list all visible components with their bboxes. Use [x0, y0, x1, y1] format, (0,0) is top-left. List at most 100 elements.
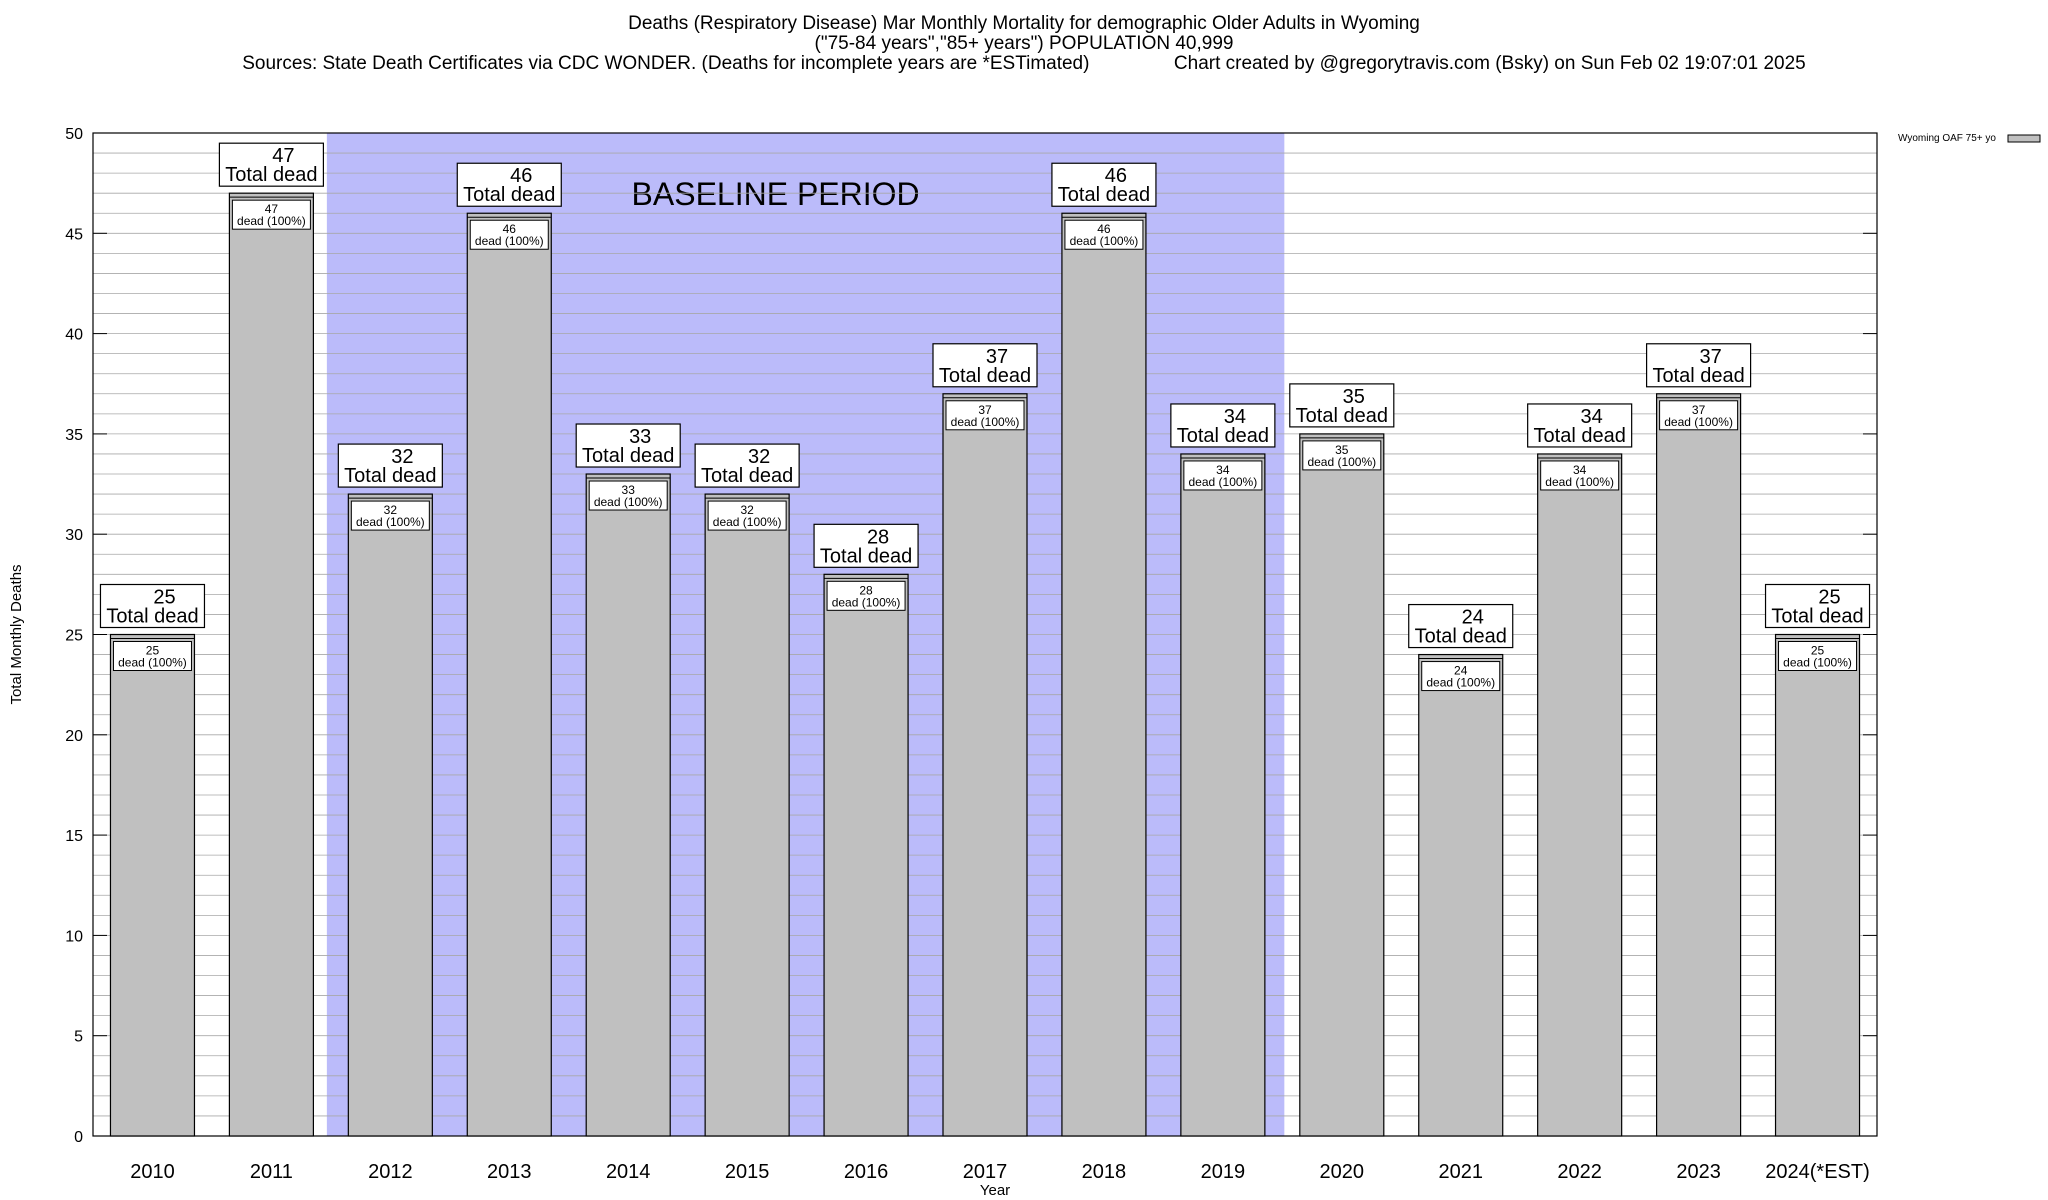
legend-swatch [2007, 134, 2041, 143]
total-dead-label: Total dead [1296, 405, 1388, 427]
inner-value-label: 47 [265, 202, 279, 216]
inner-value-label: 37 [978, 403, 992, 417]
bar [1180, 453, 1266, 1137]
inner-percent-label: dead (100%) [1307, 455, 1376, 469]
bar [704, 493, 790, 1137]
inner-percent-label: dead (100%) [118, 656, 187, 670]
inner-label-box [588, 480, 668, 511]
chart-subtitle: ("75-84 years","85+ years") POPULATION 4… [814, 33, 1234, 54]
bar [823, 573, 909, 1137]
bar [1418, 653, 1504, 1137]
inner-label-box [1659, 400, 1739, 431]
inner-label-box [707, 500, 787, 531]
inner-percent-label: dead (100%) [1189, 475, 1258, 489]
total-value-label: 25 [1818, 587, 1840, 609]
bar [1299, 433, 1385, 1137]
total-dead-label: Total dead [939, 365, 1031, 387]
inner-value-label: 46 [1097, 222, 1111, 236]
inner-percent-label: dead (100%) [832, 595, 901, 609]
y-tick-label: 45 [65, 226, 83, 243]
inner-label-box [1778, 641, 1858, 671]
total-value-label: 35 [1343, 386, 1365, 408]
inner-label-box [1064, 219, 1144, 250]
total-value-label: 32 [391, 446, 413, 468]
total-label-box [99, 583, 206, 629]
x-tick-label: 2017 [963, 1161, 1008, 1183]
total-label-box [813, 523, 919, 568]
inner-value-label: 37 [1692, 403, 1706, 417]
y-tick-label: 20 [65, 728, 83, 745]
bar [466, 212, 552, 1137]
x-tick-label: 2014 [606, 1161, 651, 1183]
x-tick-label: 2022 [1557, 1161, 1602, 1183]
x-tick-label: 2024(*EST) [1765, 1161, 1870, 1183]
inner-label-box [469, 219, 549, 250]
inner-percent-label: dead (100%) [237, 214, 306, 228]
x-tick-label: 2023 [1676, 1161, 1721, 1183]
inner-percent-label: dead (100%) [1545, 475, 1614, 489]
total-value-label: 24 [1462, 607, 1484, 629]
chart-sources: Sources: State Death Certificates via CD… [242, 53, 1806, 74]
total-label-box [337, 443, 443, 488]
bar [1537, 453, 1623, 1137]
total-label-box [1645, 343, 1752, 388]
inner-label-box [112, 641, 192, 671]
y-tick-label: 50 [65, 126, 83, 143]
y-tick-label: 15 [65, 828, 83, 845]
total-dead-label: Total dead [1771, 606, 1863, 628]
total-value-label: 46 [510, 165, 532, 187]
inner-percent-label: dead (100%) [1783, 656, 1852, 670]
inner-label-box [1302, 440, 1382, 471]
inner-value-label: 32 [384, 503, 398, 517]
bar [1655, 393, 1742, 1137]
x-tick-label: 2018 [1082, 1161, 1127, 1183]
total-label-box [218, 142, 324, 187]
legend-entry: Wyoming OAF 75+ yo [1898, 133, 1996, 144]
inner-percent-label: dead (100%) [594, 495, 663, 509]
total-dead-label: Total dead [463, 184, 555, 206]
total-label-box [1764, 583, 1871, 629]
total-dead-label: Total dead [582, 445, 674, 467]
x-tick-label: 2011 [250, 1161, 293, 1183]
total-dead-label: Total dead [1652, 365, 1744, 387]
bar [109, 633, 196, 1137]
x-tick-label: 2013 [487, 1161, 532, 1183]
x-tick-label: 2015 [725, 1161, 770, 1183]
inner-label-box [1540, 460, 1620, 491]
total-label-box [932, 343, 1038, 388]
total-label-box [1051, 162, 1157, 207]
x-tick-label: 2016 [844, 1161, 889, 1183]
bar [347, 493, 433, 1137]
total-dead-label: Total dead [701, 465, 793, 487]
total-value-label: 34 [1581, 406, 1603, 428]
inner-value-label: 34 [1216, 463, 1230, 477]
total-dead-label: Total dead [820, 545, 912, 567]
y-tick-label: 10 [65, 928, 83, 945]
inner-percent-label: dead (100%) [1664, 415, 1733, 429]
inner-label-box [826, 580, 906, 611]
bar [1061, 212, 1147, 1137]
inner-value-label: 46 [503, 222, 517, 236]
inner-percent-label: dead (100%) [713, 515, 782, 529]
inner-value-label: 25 [146, 644, 160, 658]
inner-value-label: 35 [1335, 443, 1349, 457]
y-tick-label: 40 [65, 327, 83, 344]
x-axis-title: Year [980, 1182, 1010, 1199]
inner-percent-label: dead (100%) [951, 415, 1020, 429]
total-label-box [1289, 383, 1395, 428]
total-dead-label: Total dead [106, 606, 198, 628]
y-tick-label: 0 [74, 1129, 83, 1146]
total-value-label: 46 [1105, 165, 1127, 187]
total-dead-label: Total dead [344, 465, 436, 487]
total-dead-label: Total dead [1177, 425, 1269, 447]
inner-value-label: 34 [1573, 463, 1587, 477]
bar [942, 393, 1028, 1137]
inner-label-box [1183, 460, 1263, 491]
inner-value-label: 25 [1811, 644, 1825, 658]
inner-value-label: 24 [1454, 664, 1468, 678]
y-tick-label: 30 [65, 527, 83, 544]
inner-percent-label: dead (100%) [1070, 234, 1139, 248]
total-value-label: 28 [867, 526, 889, 548]
